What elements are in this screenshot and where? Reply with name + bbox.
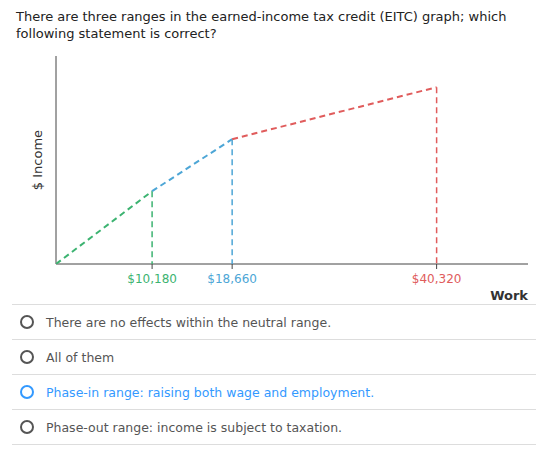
option: There are no effects within the neutral … bbox=[12, 304, 536, 339]
x-tick-label: $10,180 bbox=[127, 272, 177, 286]
x-tick-label: $40,320 bbox=[412, 272, 462, 286]
y-axis-label: $ Income bbox=[30, 130, 45, 190]
series-line bbox=[56, 191, 152, 264]
x-axis-label: Work bbox=[490, 288, 528, 303]
option-text: There are no effects within the neutral … bbox=[46, 315, 331, 330]
option-text: Phase-out range: income is subject to ta… bbox=[46, 420, 342, 435]
drop-line bbox=[436, 87, 438, 264]
series-line bbox=[152, 139, 232, 191]
option-text: All of them bbox=[46, 350, 114, 365]
series-line bbox=[232, 87, 436, 139]
drop-line bbox=[231, 139, 233, 264]
x-tick bbox=[232, 264, 233, 269]
drop-line bbox=[151, 191, 153, 264]
option: Phase-in range: raising both wage and em… bbox=[12, 374, 536, 409]
radio bbox=[20, 315, 34, 329]
option: All of them bbox=[12, 339, 536, 374]
radio bbox=[20, 385, 34, 399]
radio bbox=[20, 420, 34, 434]
option-text: Phase-in range: raising both wage and em… bbox=[46, 385, 374, 400]
title: There are three ranges in the earned-inc… bbox=[0, 0, 548, 46]
x-axis bbox=[56, 264, 528, 265]
x-tick bbox=[152, 264, 153, 269]
option: Phase-out range: income is subject to ta… bbox=[12, 409, 536, 445]
options: There are no effects within the neutral … bbox=[12, 304, 536, 445]
y-axis bbox=[56, 56, 57, 264]
x-tick bbox=[436, 264, 437, 269]
plot-area bbox=[56, 87, 437, 264]
x-tick-label: $18,660 bbox=[207, 272, 257, 286]
radio bbox=[20, 350, 34, 364]
